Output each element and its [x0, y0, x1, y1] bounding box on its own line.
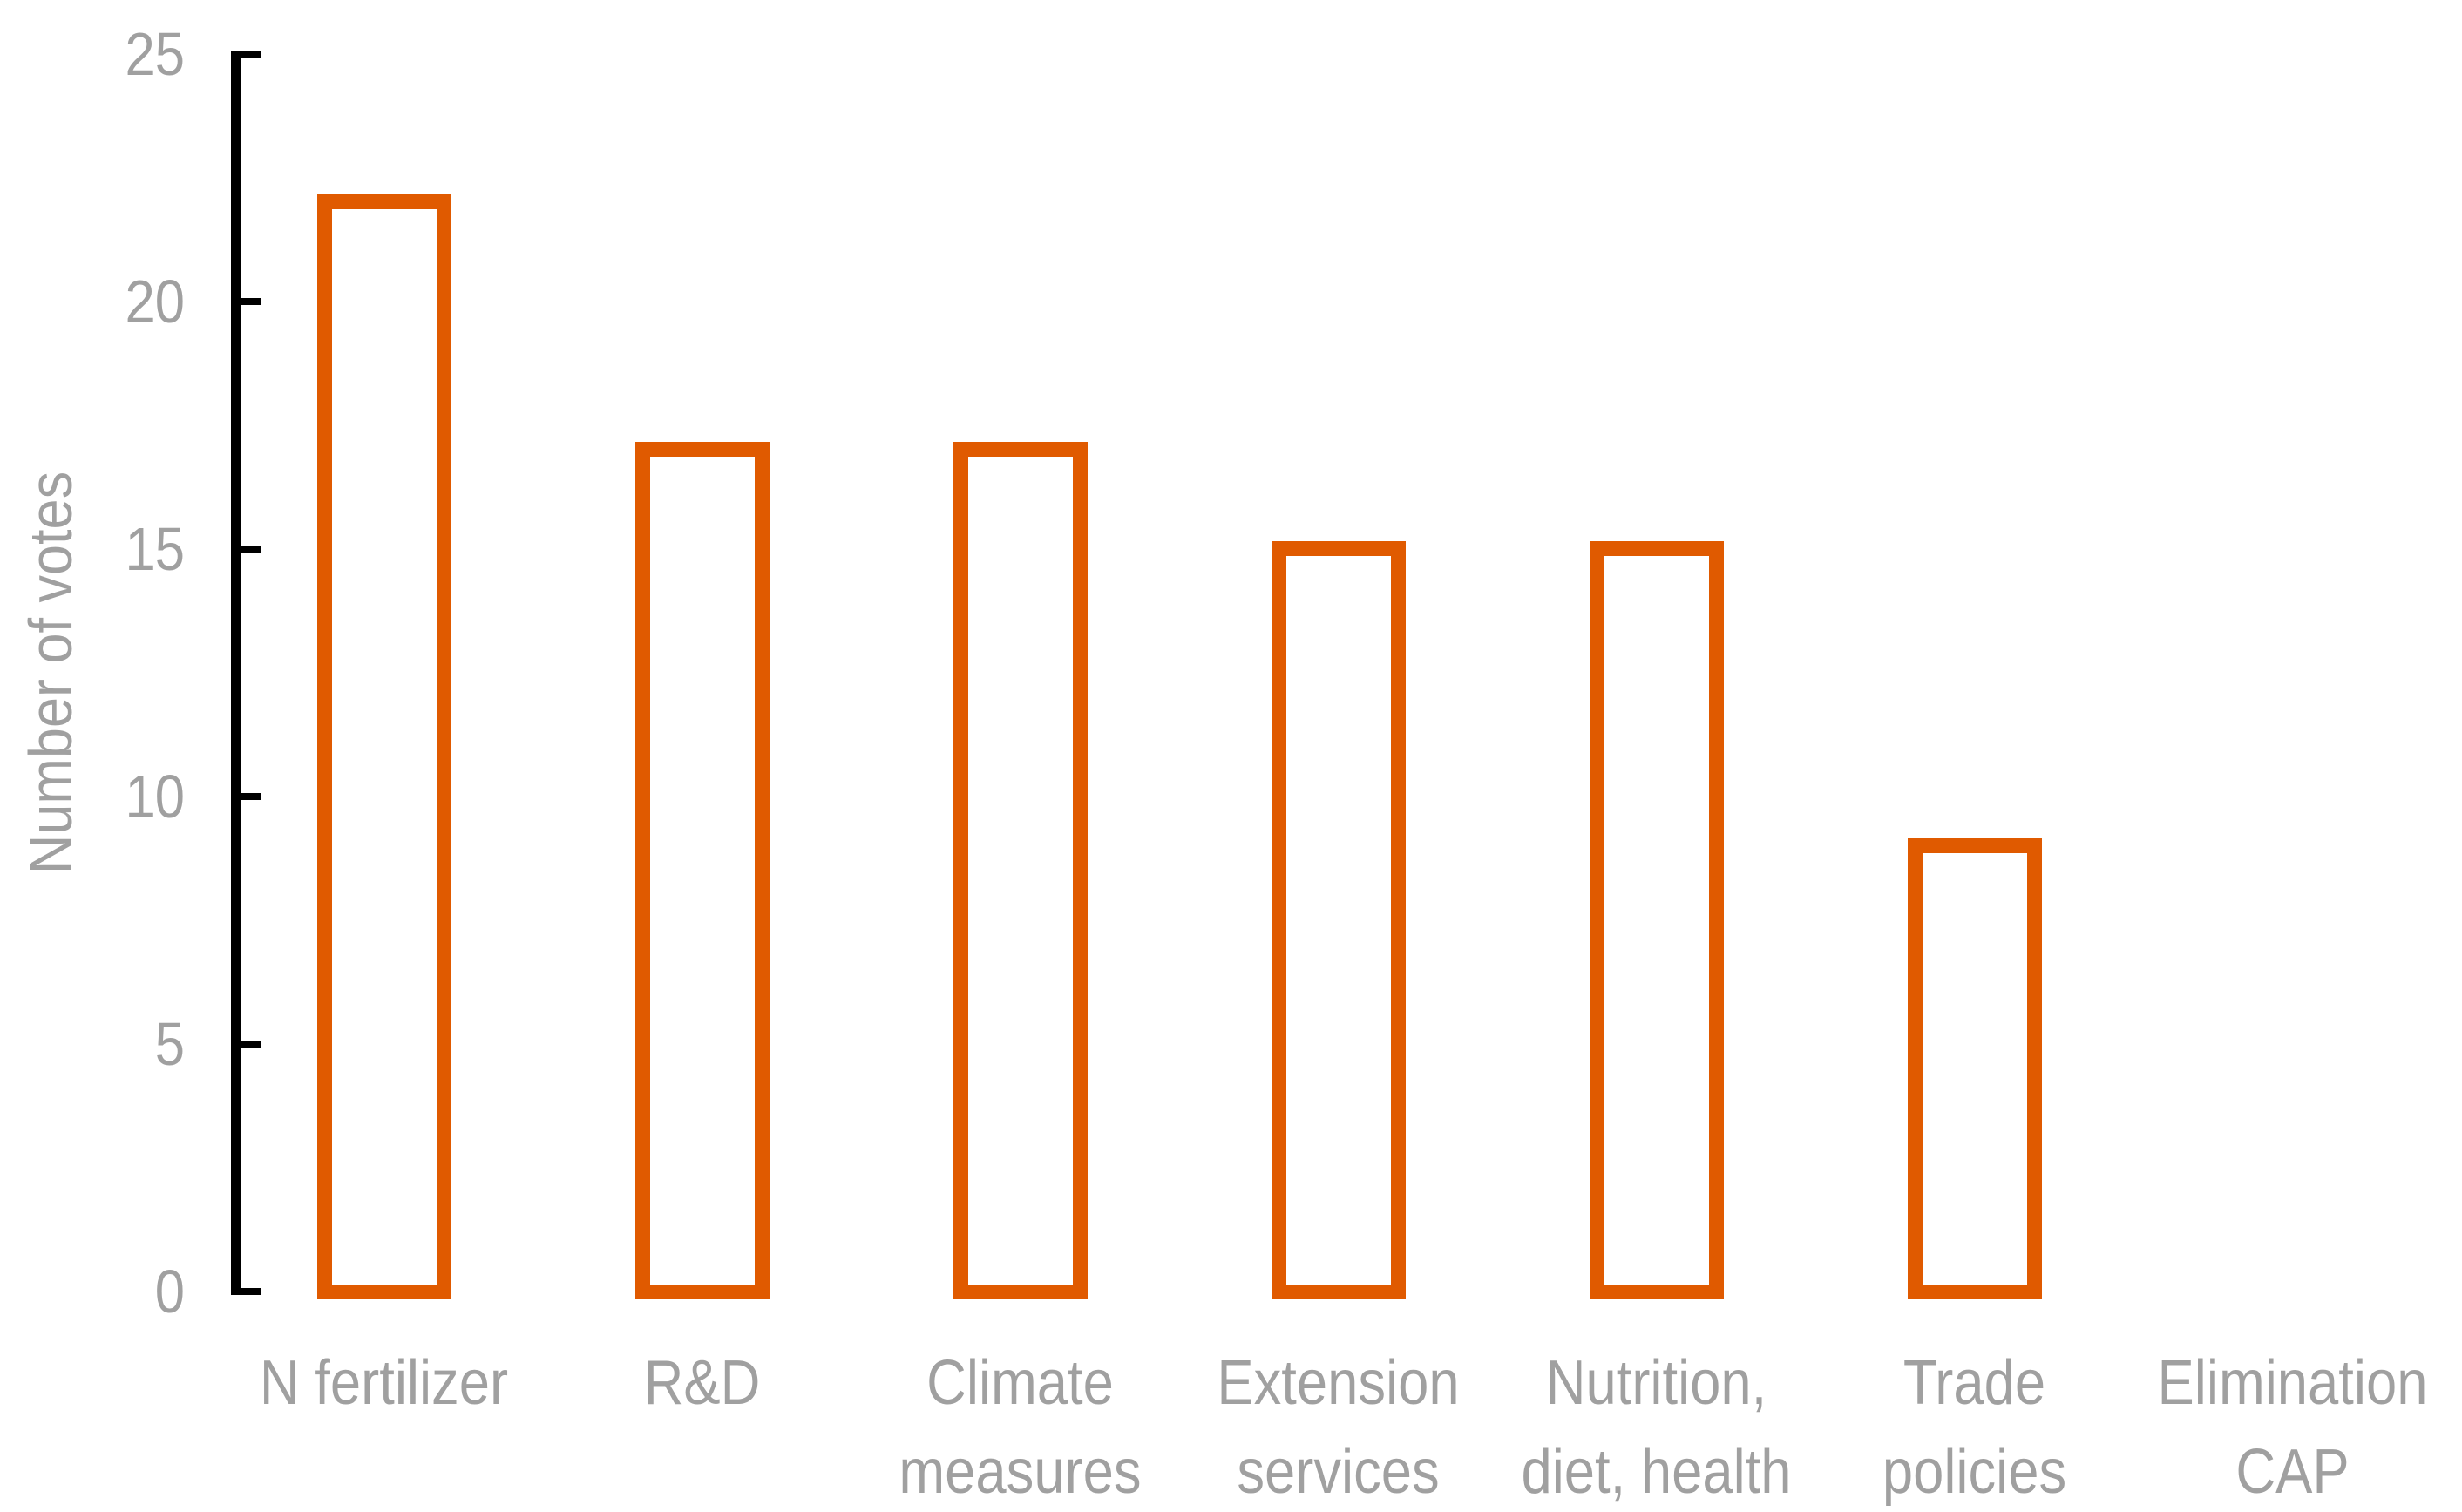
x-tick-label-line: Elimination	[2157, 1348, 2428, 1418]
y-tick-mark	[231, 1041, 261, 1048]
x-tick-label: Elimination CAP	[2153, 1339, 2432, 1512]
bar-5	[1589, 541, 1724, 1299]
y-tick-label: 20	[125, 268, 185, 336]
x-tick-label-line: services	[1237, 1437, 1440, 1507]
x-tick-label-line: R&D	[643, 1348, 761, 1418]
x-tick-label-line: Trade	[1902, 1348, 2046, 1418]
y-tick-label: 25	[125, 20, 185, 88]
x-tick-label: Trade policies	[1835, 1339, 2114, 1512]
y-tick-mark	[231, 546, 261, 553]
x-tick-label-line: CAP	[2235, 1437, 2350, 1507]
bar-6	[1907, 837, 2042, 1299]
x-tick-label-line: Climate	[926, 1348, 1114, 1418]
y-tick-label: 15	[125, 515, 185, 583]
y-tick-mark	[231, 793, 261, 800]
bar-4	[1271, 541, 1406, 1299]
x-tick-label: Extension services	[1198, 1339, 1478, 1512]
x-tick-label-line: policies	[1882, 1437, 2067, 1507]
y-tick-label: 10	[125, 763, 185, 831]
x-tick-label-line: diet, health	[1521, 1437, 1792, 1507]
y-tick-mark	[231, 298, 261, 305]
y-tick-label: 5	[154, 1010, 185, 1078]
y-tick-label: 0	[154, 1258, 185, 1326]
y-tick-mark	[231, 1288, 261, 1295]
x-tick-label-line: N fertilizer	[259, 1348, 509, 1418]
bar-3	[953, 442, 1088, 1299]
x-tick-label-line: measures	[899, 1437, 1142, 1507]
x-tick-label-line: Extension	[1217, 1348, 1460, 1418]
y-axis-line	[231, 51, 241, 1295]
x-tick-label: R&D	[562, 1339, 842, 1427]
x-tick-label-line: Nutrition,	[1545, 1348, 1767, 1418]
bar-2	[634, 442, 770, 1299]
x-tick-label: N fertilizer	[244, 1339, 524, 1427]
x-tick-label: Climate measures	[880, 1339, 1160, 1512]
bar-1	[316, 194, 451, 1299]
y-tick-mark	[231, 51, 261, 58]
y-axis-title: Number of votes	[17, 471, 85, 875]
x-tick-label: Nutrition, diet, health	[1516, 1339, 1796, 1512]
